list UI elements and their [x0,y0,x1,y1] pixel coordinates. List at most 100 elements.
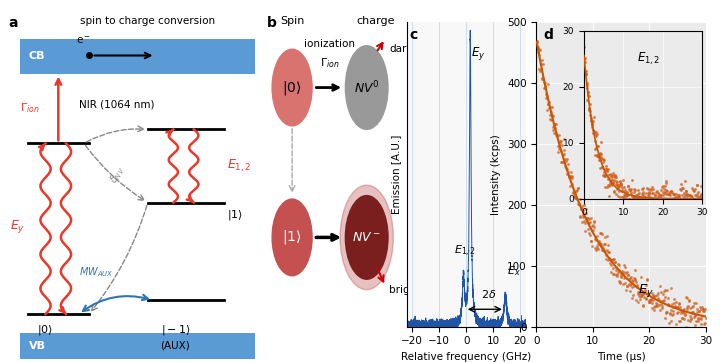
Point [539,79,550,85]
Point [568,193,580,199]
Point [616,270,628,276]
Point [679,312,690,318]
Point [698,321,710,327]
Text: e$^-$: e$^-$ [76,35,91,46]
Point [567,175,578,181]
Point [624,288,635,294]
Point [555,148,567,154]
Point [547,124,559,130]
Point [665,310,676,316]
Point [614,278,626,284]
Point [538,85,549,91]
Point [606,257,617,262]
Point [576,219,588,225]
Point [642,292,654,298]
Point [640,296,652,302]
Point [626,295,637,301]
Point [551,132,562,138]
Point [577,203,588,209]
Point [659,294,670,299]
Point [688,314,700,320]
Point [623,273,634,278]
Point [539,83,551,89]
Point [569,195,580,201]
Point [541,93,552,98]
Point [630,276,642,282]
Point [631,282,642,287]
Point [684,313,696,318]
Point [535,66,546,72]
Point [662,295,674,301]
Point [546,104,557,110]
Point [534,47,546,53]
Point [689,322,701,328]
Point [590,245,601,251]
Point [678,310,690,316]
Point [628,292,639,298]
Point [553,132,564,138]
Point [667,301,678,307]
Point [564,175,576,180]
Point [652,295,664,301]
Point [593,240,604,246]
Point [685,318,696,323]
Point [532,49,544,55]
Point [685,315,696,321]
Point [620,287,631,293]
Point [595,230,607,236]
Point [536,75,548,81]
Point [543,105,554,111]
Point [670,303,681,309]
Point [533,44,544,50]
Point [680,311,691,317]
Point [654,283,665,289]
Point [643,297,654,302]
Text: d: d [543,28,553,42]
Point [611,271,623,277]
Point [607,265,618,270]
Point [552,134,563,139]
Point [677,315,688,321]
Point [631,299,643,305]
Point [586,238,598,244]
Point [586,223,598,228]
Point [563,174,575,180]
Point [588,219,600,224]
Point [668,297,680,302]
Point [547,114,559,119]
Point [664,320,675,326]
Point [686,310,698,316]
Text: $2\delta$: $2\delta$ [481,287,496,300]
Point [570,189,581,195]
Point [551,132,562,138]
Point [693,318,704,324]
Point [625,282,636,288]
Point [558,151,570,157]
Point [652,302,663,307]
Point [615,272,626,277]
Point [662,287,673,293]
Point [536,61,547,66]
Point [700,315,711,321]
Point [595,241,606,247]
Point [590,247,602,253]
Point [613,278,624,284]
Point [670,321,682,327]
X-axis label: Relative frequency (GHz): Relative frequency (GHz) [401,352,531,362]
Point [680,294,692,300]
Point [539,80,550,86]
Text: $\delta_{NV}$: $\delta_{NV}$ [107,163,127,186]
Point [543,101,554,107]
Point [537,76,549,82]
Text: $MW_{AUX}$: $MW_{AUX}$ [79,265,114,279]
Point [593,241,604,247]
Point [675,304,686,310]
Point [660,287,671,293]
Point [613,267,625,273]
Point [562,171,573,176]
Point [636,291,647,297]
Point [567,181,578,187]
Point [533,46,544,52]
Point [675,308,687,314]
Point [675,310,686,316]
